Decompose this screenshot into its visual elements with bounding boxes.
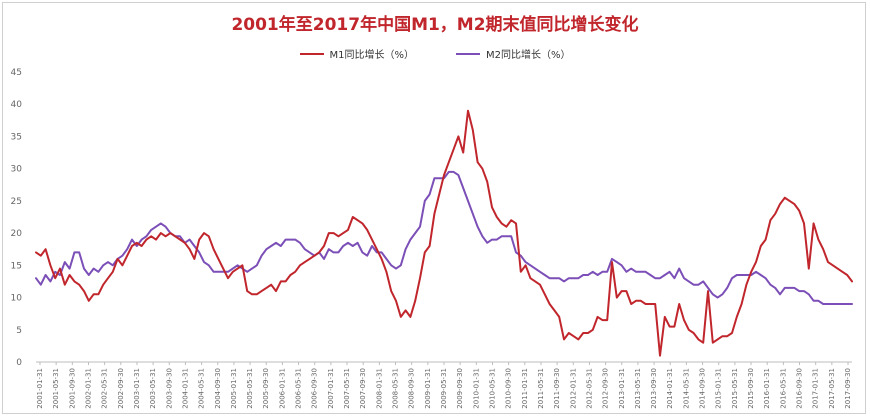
x-tick-label: 2012-05-31 (585, 368, 593, 409)
x-tick-label: 2016-01-31 (763, 368, 771, 409)
legend-item-m1: M1同比增长（%） (299, 46, 415, 61)
x-tick-label: 2012-01-31 (569, 368, 577, 409)
y-tick-label: 15 (11, 261, 22, 271)
y-tick-label: 5 (16, 326, 22, 336)
x-tick-label: 2013-05-31 (634, 368, 642, 409)
x-tick-label: 2011-05-31 (537, 368, 545, 409)
x-tick-label: 2001-05-31 (52, 368, 60, 409)
chart-legend: M1同比增长（%） M2同比增长（%） (0, 46, 870, 61)
x-tick-label: 2008-01-31 (375, 368, 383, 409)
x-tick-label: 2006-09-30 (311, 368, 319, 409)
legend-label-m1: M1同比增长（%） (329, 50, 415, 61)
x-tick-label: 2017-01-31 (812, 368, 820, 409)
x-tick-label: 2002-01-31 (84, 368, 92, 409)
x-tick-label: 2005-09-30 (262, 368, 270, 409)
x-tick-label: 2015-09-30 (747, 368, 755, 409)
x-tick-label: 2012-09-30 (602, 368, 610, 409)
x-tick-label: 2009-05-31 (440, 368, 448, 409)
x-tick-label: 2010-05-31 (488, 368, 496, 409)
x-tick-label: 2001-01-31 (36, 368, 44, 409)
x-tick-label: 2016-09-30 (796, 368, 804, 409)
x-tick-label: 2008-09-30 (408, 368, 416, 409)
legend-label-m2: M2同比增长（%） (486, 50, 571, 61)
x-tick-label: 2008-05-31 (392, 368, 400, 409)
x-tick-label: 2004-01-31 (181, 368, 189, 409)
x-tick-label: 2003-05-31 (149, 368, 157, 409)
x-tick-label: 2017-09-30 (844, 368, 852, 409)
y-tick-label: 20 (11, 229, 23, 239)
x-tick-label: 2007-05-31 (343, 368, 351, 409)
y-tick-label: 10 (11, 294, 23, 304)
x-tick-label: 2004-09-30 (214, 368, 222, 409)
chart-frame (2, 2, 866, 414)
x-tick-label: 2015-01-31 (715, 368, 723, 409)
legend-swatch-m1 (299, 52, 324, 55)
x-tick-label: 2014-09-30 (699, 368, 707, 409)
x-tick-label: 2002-09-30 (117, 368, 125, 409)
x-tick-label: 2005-01-31 (230, 368, 238, 409)
x-tick-label: 2010-09-30 (505, 368, 513, 409)
x-tick-label: 2002-05-31 (101, 368, 109, 409)
x-tick-label: 2006-05-31 (295, 368, 303, 409)
chart-title: 2001年至2017年中国M1，M2期末值同比增长变化 (231, 15, 639, 35)
x-tick-label: 2014-01-31 (666, 368, 674, 409)
x-tick-label: 2015-05-31 (731, 368, 739, 409)
x-tick-label: 2016-05-31 (779, 368, 787, 409)
x-tick-label: 2007-01-31 (327, 368, 335, 409)
legend-swatch-m2 (456, 52, 480, 55)
y-tick-label: 0 (16, 358, 22, 368)
x-tick-label: 2011-09-30 (553, 368, 561, 409)
y-tick-label: 25 (11, 197, 22, 207)
x-tick-label: 2011-01-31 (521, 368, 529, 409)
x-tick-label: 2007-09-30 (359, 368, 367, 409)
y-tick-label: 45 (11, 68, 22, 78)
x-tick-label: 2009-09-30 (456, 368, 464, 409)
y-tick-label: 40 (11, 100, 23, 110)
x-tick-label: 2003-09-30 (165, 368, 173, 409)
x-tick-label: 2006-01-31 (278, 368, 286, 409)
y-tick-label: 30 (11, 165, 23, 175)
x-tick-label: 2005-05-31 (246, 368, 254, 409)
legend-item-m2: M2同比增长（%） (456, 46, 571, 61)
x-tick-label: 2003-01-31 (133, 368, 141, 409)
x-tick-label: 2013-09-30 (650, 368, 658, 409)
y-tick-label: 35 (11, 132, 22, 142)
x-tick-label: 2014-05-31 (682, 368, 690, 409)
x-tick-label: 2013-01-31 (618, 368, 626, 409)
x-tick-label: 2017-05-31 (828, 368, 836, 409)
x-tick-label: 2010-01-31 (472, 368, 480, 409)
x-tick-label: 2009-01-31 (424, 368, 432, 409)
series-line-m1 (35, 109, 853, 357)
x-tick-label: 2004-05-31 (198, 368, 206, 409)
x-tick-label: 2001-09-30 (68, 368, 76, 409)
